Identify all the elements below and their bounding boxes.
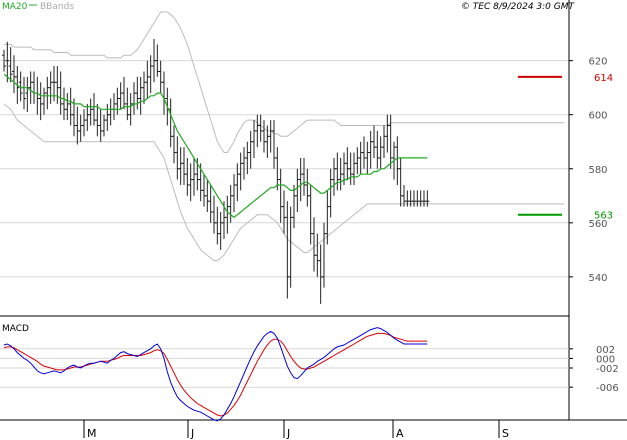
price-level-label: 563 — [594, 211, 613, 222]
month-tick-label: S — [502, 427, 509, 440]
month-tick-label: A — [396, 427, 404, 440]
ohlc-bar — [5, 41, 10, 83]
month-tick-label: J — [190, 427, 194, 440]
price-levels: 614 563 — [518, 73, 613, 222]
price-tick-label: 560 — [588, 219, 607, 230]
bband-upper-line — [4, 11, 564, 153]
price-tick-label: 600 — [588, 111, 607, 122]
legend-bbands: BBands — [40, 2, 74, 12]
macd-main-line — [3, 327, 428, 422]
ohlc-bars — [2, 39, 430, 304]
macd-title: MACD — [2, 324, 29, 334]
ohlc-bar — [2, 49, 6, 72]
price-tick-label: 540 — [588, 273, 607, 284]
ohlc-bar — [18, 71, 23, 102]
month-tick-label: M — [87, 427, 97, 440]
macd-lines — [3, 327, 428, 422]
macd-signal-line — [3, 332, 428, 417]
macd-tick-label: 002 — [596, 345, 615, 356]
month-tick-label: J — [286, 427, 290, 440]
legend-ma20: MA20 — [2, 2, 28, 12]
legend: MA20 BBands — [2, 2, 74, 12]
price-tick-label: 580 — [588, 165, 607, 176]
macd-tick-label: -006 — [596, 383, 619, 394]
price-level-label: 614 — [594, 73, 613, 84]
ohlc-bar — [8, 47, 13, 83]
price-y-axis: 540 560 580 600 620 — [569, 57, 608, 284]
copyright-notice: © TEC 8/9/2024 3:0 GMT — [461, 2, 576, 12]
price-tick-label: 620 — [588, 57, 607, 68]
macd-tick-label: 000 — [596, 354, 615, 365]
ma20-line — [3, 73, 428, 219]
macd-tick-label: -002 — [596, 364, 619, 375]
ohlc-bar — [425, 190, 430, 207]
ma20-polyline — [3, 73, 428, 219]
